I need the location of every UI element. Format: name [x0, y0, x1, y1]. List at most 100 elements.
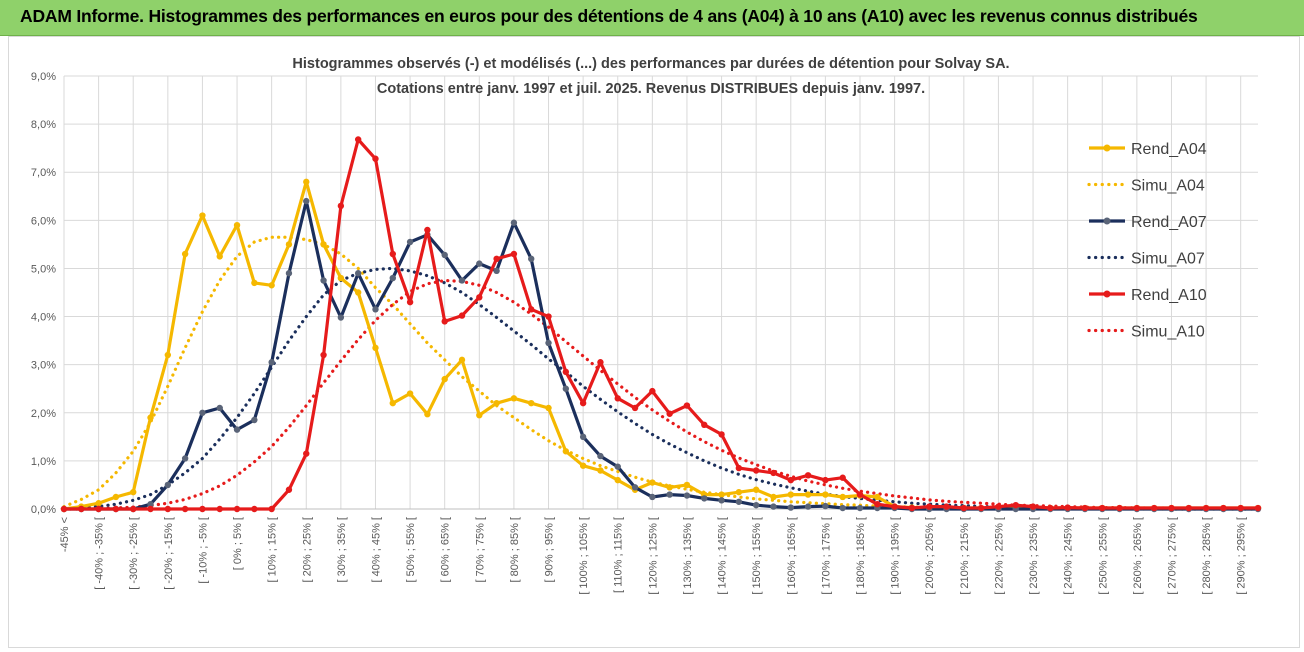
report-title: ADAM Informe. Histogrammes des performan…: [20, 6, 1198, 26]
series-Rend_A10: [60, 136, 1262, 513]
data-point: [579, 433, 587, 441]
data-point: [804, 491, 812, 498]
data-point: [424, 411, 431, 418]
data-point: [649, 493, 656, 501]
data-point: [233, 426, 241, 433]
data-point: [649, 387, 656, 395]
legend-item-Rend_A07: Rend_A07: [1089, 214, 1207, 231]
x-tick-label: [ 50% ; 55% [: [405, 517, 417, 582]
data-point: [995, 503, 1002, 510]
data-point: [804, 472, 812, 479]
data-point: [251, 279, 258, 287]
data-point: [303, 178, 310, 186]
legend-label: Rend_A10: [1131, 287, 1207, 304]
data-point: [476, 411, 483, 419]
data-point: [1202, 504, 1210, 512]
chart-frame: [8, 36, 1300, 648]
data-point: [597, 467, 604, 474]
x-tick-label: [ 40% ; 45% [: [370, 517, 382, 582]
data-point: [1237, 504, 1244, 512]
x-tick-label: [ 220% ; 225% [: [993, 517, 1005, 595]
x-tick-label: [ 240% ; 245% [: [1063, 517, 1075, 595]
data-point: [545, 404, 552, 412]
data-point: [1220, 504, 1227, 512]
data-point: [649, 479, 656, 486]
data-point: [683, 481, 691, 489]
legend-label: Rend_A07: [1131, 214, 1207, 231]
data-point: [528, 255, 535, 263]
data-point: [839, 474, 846, 481]
data-point: [683, 492, 691, 499]
x-tick-label: [ 20% ; 25% [: [301, 517, 313, 582]
x-tick-label: [ 140% ; 145% [: [717, 517, 729, 595]
series-Rend_A04: [60, 178, 1262, 513]
y-tick-label: 7,0%: [31, 167, 56, 179]
data-point: [752, 467, 760, 474]
data-point: [787, 491, 794, 498]
data-point: [406, 238, 414, 246]
data-point: [233, 221, 241, 229]
data-point: [735, 464, 743, 472]
x-tick-label: [ 180% ; 185% [: [855, 517, 867, 595]
data-point: [718, 497, 725, 504]
data-point: [181, 250, 189, 258]
data-point: [666, 410, 673, 417]
data-point: [389, 399, 396, 407]
series-line: [64, 137, 1258, 511]
data-point: [493, 399, 500, 407]
data-point: [199, 505, 206, 513]
data-point: [181, 455, 189, 462]
data-point: [614, 463, 621, 470]
data-point: [78, 505, 85, 513]
data-point: [579, 399, 587, 407]
data-point: [718, 431, 725, 438]
data-point: [735, 488, 743, 496]
x-tick-label: [ 70% ; 75% [: [474, 517, 486, 582]
data-point: [1029, 503, 1037, 510]
data-point: [718, 491, 725, 498]
data-point: [562, 385, 570, 392]
data-point: [268, 505, 275, 513]
data-point: [424, 226, 431, 234]
data-point: [528, 306, 535, 313]
data-point: [822, 502, 829, 510]
data-point: [752, 501, 760, 509]
data-point: [354, 270, 362, 277]
x-tick-label: [ -30% ; -25% [: [128, 517, 140, 590]
x-tick-label: [ 10% ; 15% [: [267, 517, 279, 582]
data-point: [562, 448, 570, 455]
series-Rend_A07: [60, 197, 1262, 513]
data-point: [926, 503, 933, 510]
data-point: [441, 318, 448, 325]
series-lines: [60, 136, 1262, 513]
data-point: [354, 136, 362, 143]
y-tick-label: 1,0%: [31, 456, 56, 468]
data-point: [545, 313, 552, 320]
data-point: [406, 390, 414, 397]
data-point: [510, 395, 518, 402]
data-point: [441, 251, 448, 259]
x-tick-label: [ 280% ; 285% [: [1201, 517, 1213, 595]
data-point: [147, 414, 154, 421]
data-point: [181, 505, 189, 513]
data-point: [856, 491, 864, 498]
x-tick-label: [ 130% ; 135% [: [682, 517, 694, 595]
gridlines: [63, 75, 1258, 510]
data-point: [372, 344, 379, 352]
data-point: [268, 359, 275, 366]
x-tick-label: [ 90% ; 95% [: [544, 517, 556, 582]
data-point: [147, 505, 154, 513]
y-tick-label: 4,0%: [31, 312, 56, 324]
legend-item-Rend_A10: Rend_A10: [1089, 287, 1207, 304]
data-point: [233, 505, 241, 513]
data-point: [752, 486, 760, 493]
data-point: [562, 368, 570, 376]
data-point: [787, 476, 794, 484]
data-point: [839, 493, 846, 501]
series-line: [62, 235, 1260, 511]
data-point: [268, 282, 275, 289]
data-point: [251, 505, 258, 513]
data-point: [458, 356, 466, 364]
data-point: [320, 351, 327, 359]
